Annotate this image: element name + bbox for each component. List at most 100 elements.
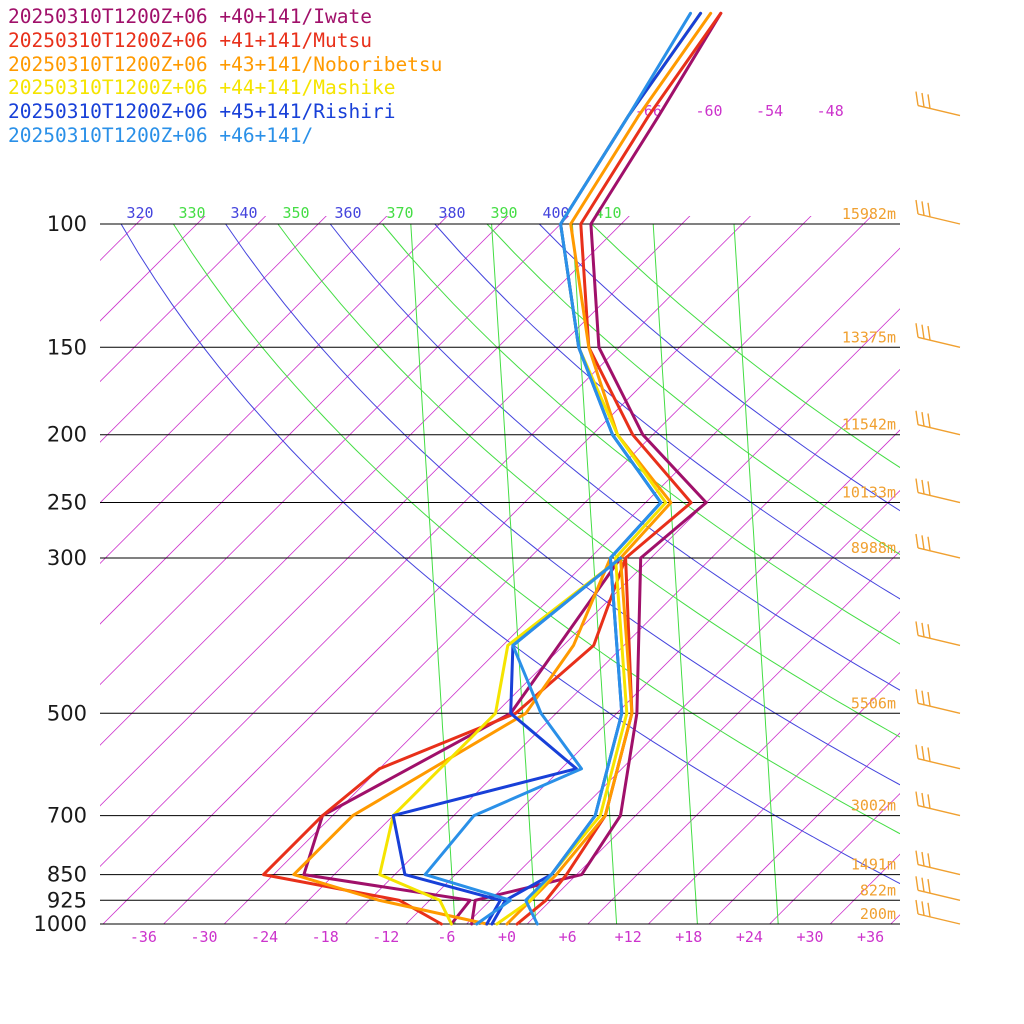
temperature-tick-label: +12 xyxy=(615,928,642,946)
isotherm-line xyxy=(951,200,1024,924)
legend-time: 20250310T1200Z+06 xyxy=(8,123,208,147)
isotherm-line xyxy=(100,216,327,443)
isotherm-line xyxy=(466,490,900,925)
dewpoint-profile-line xyxy=(262,556,628,926)
wind-barb-shaft xyxy=(917,336,961,348)
height-label: 822m xyxy=(860,881,896,899)
isotherm-line xyxy=(100,216,388,504)
wind-barb-flag xyxy=(915,91,919,106)
isotherm-line xyxy=(587,611,900,925)
dewpoint-profile-line xyxy=(423,556,622,926)
wind-barb-flag xyxy=(927,413,931,428)
wind-barb xyxy=(915,791,961,817)
wind-barb-flag xyxy=(921,479,925,495)
temperature-profile-line xyxy=(490,11,703,926)
wind-barb-flag xyxy=(915,899,919,915)
legend-entry: 20250310T1200Z+06 +45+141/Rishiri xyxy=(8,100,442,124)
pressure-tick-label: 200 xyxy=(47,423,87,447)
wind-barb xyxy=(915,91,961,117)
wind-barb-flag xyxy=(921,324,925,339)
theta-label: 360 xyxy=(334,204,361,222)
temperature-tick-label: -6 xyxy=(437,928,455,946)
wind-barb-flag xyxy=(921,690,925,705)
wind-barb-flag xyxy=(915,791,919,806)
height-label: 10133m xyxy=(842,484,896,502)
wind-barb xyxy=(915,744,961,770)
isotherm-line xyxy=(526,550,900,925)
wind-barb xyxy=(915,410,961,436)
wind-barb-shaft xyxy=(917,889,961,901)
pressure-tick-label: 150 xyxy=(47,335,87,359)
wind-barbs xyxy=(915,91,961,925)
isotherm-line xyxy=(769,793,900,925)
isotherm-line xyxy=(345,368,900,925)
wind-barb-flag xyxy=(927,481,931,496)
wind-barb-shaft xyxy=(917,863,961,876)
moist-adiabat-line xyxy=(652,223,698,925)
theta-label: 380 xyxy=(438,204,465,222)
wind-barb xyxy=(915,876,961,901)
pressure-tick-label: 250 xyxy=(47,491,87,515)
wind-barb-flag xyxy=(927,747,931,762)
legend-time: 20250310T1200Z+06 xyxy=(8,100,208,124)
temperature-tick-label: -30 xyxy=(190,928,217,946)
legend-entry: 20250310T1200Z+06 +43+141/Noboribetsu xyxy=(8,53,442,77)
theta-label: 400 xyxy=(542,204,569,222)
theta-label: 320 xyxy=(126,204,153,222)
height-label: 15982m xyxy=(842,205,896,223)
wind-barb-flag xyxy=(921,901,925,916)
theta-label: 340 xyxy=(230,204,257,222)
temperature-tick-label: +36 xyxy=(857,928,884,946)
theta-label: 370 xyxy=(386,204,413,222)
isotherm-top-label: -54 xyxy=(756,102,783,120)
temperature-tick-label: +18 xyxy=(675,928,702,946)
wind-barb-flag xyxy=(921,622,925,637)
isotherm-line xyxy=(708,732,900,925)
wind-barb xyxy=(915,199,961,225)
dry-adiabat-line xyxy=(329,223,900,691)
theta-label: 390 xyxy=(490,204,517,222)
wind-barb-flag xyxy=(921,201,925,216)
theta-label: 350 xyxy=(282,204,309,222)
temperature-profile-line xyxy=(515,11,723,926)
wind-barb-flag xyxy=(921,412,925,427)
isotherm-line xyxy=(163,216,873,925)
wind-barb-flag xyxy=(915,744,919,759)
wind-barb-shaft xyxy=(917,424,961,436)
wind-barb-shaft xyxy=(917,491,961,504)
wind-barb-shaft xyxy=(917,547,961,559)
wind-barb-flag xyxy=(921,792,925,808)
isotherm-line xyxy=(648,671,900,925)
temperature-tick-label: +0 xyxy=(498,928,516,946)
temperature-profile-line xyxy=(505,11,713,926)
temperature-profile-line xyxy=(524,11,692,926)
isotherm-line xyxy=(102,216,812,925)
legend-time: 20250310T1200Z+06 xyxy=(8,76,208,100)
theta-label: 330 xyxy=(178,204,205,222)
legend-location: +46+141/ xyxy=(219,123,314,147)
wind-barb-flag xyxy=(927,94,931,109)
legend-entry: 20250310T1200Z+06 +46+141/ xyxy=(8,124,442,148)
pressure-tick-label: 850 xyxy=(47,863,87,887)
wind-barb-flag xyxy=(927,536,931,551)
wind-barb-flag xyxy=(915,199,919,215)
wind-barb xyxy=(915,478,961,504)
legend-entry: 20250310T1200Z+06 +41+141/Mutsu xyxy=(8,29,442,53)
pressure-tick-label: 100 xyxy=(47,212,87,236)
dry-adiabat-line xyxy=(434,223,900,600)
wind-barb-flag xyxy=(927,691,931,707)
pressure-tick-label: 1000 xyxy=(34,912,87,936)
wind-barb-flag xyxy=(927,794,931,809)
legend-time: 20250310T1200Z+06 xyxy=(8,5,208,28)
legend-location: +43+141/Noboribetsu xyxy=(219,52,443,76)
wind-barb-shaft xyxy=(917,702,961,714)
moist-adiabat-line xyxy=(491,223,537,925)
wind-barb-flag xyxy=(915,478,919,493)
isotherm-line xyxy=(0,200,39,924)
legend-entry: 20250310T1200Z+06 +44+141/Mashike xyxy=(8,76,442,100)
wind-barb-flag xyxy=(921,92,925,108)
legend-entry: 20250310T1200Z+06 +40+141/Iwate xyxy=(8,5,442,29)
height-label: 13375m xyxy=(842,328,896,346)
wind-barb-flag xyxy=(915,850,919,865)
